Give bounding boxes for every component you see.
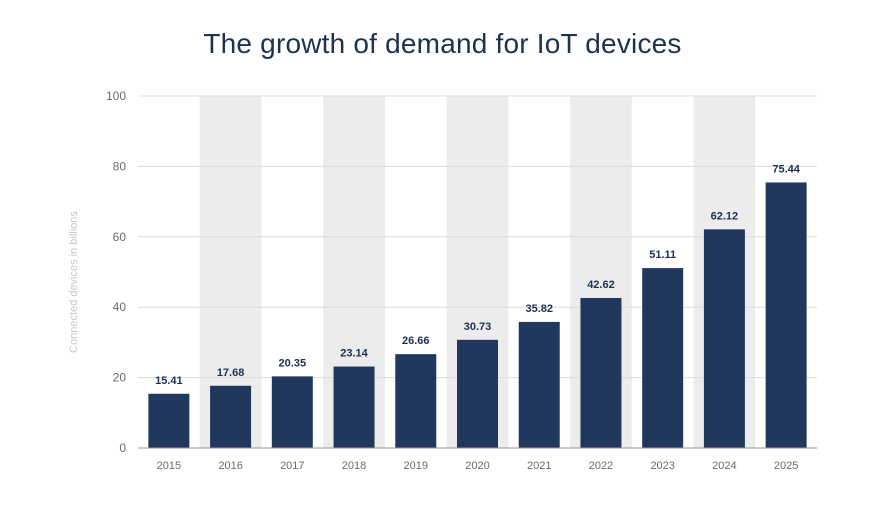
y-axis-label: Connected devices in billions	[68, 211, 80, 353]
x-tick-label: 2015	[157, 460, 181, 472]
y-tick-label: 80	[113, 159, 127, 173]
bar-value-label: 20.35	[279, 357, 307, 369]
bar	[580, 297, 622, 448]
x-tick-label: 2021	[527, 460, 551, 472]
x-tick-label: 2025	[774, 460, 798, 472]
x-axis-ticks: 2015 2016 2017 2018 2019 2020 2021 2022 2023 2024…	[157, 460, 799, 472]
bar-value-label: 26.66	[402, 335, 430, 347]
chart-title: The growth of demand for IoT devices	[203, 28, 682, 59]
x-tick-label: 2024	[712, 460, 736, 472]
gridlines	[138, 95, 817, 379]
bar	[148, 393, 190, 448]
bar	[271, 376, 313, 448]
y-tick-label: 100	[106, 89, 126, 103]
bar	[703, 229, 745, 448]
bar-value-label: 23.14	[340, 348, 368, 360]
bar	[395, 354, 437, 448]
bar	[210, 385, 252, 448]
bar	[765, 182, 807, 448]
x-tick-label: 2023	[650, 460, 674, 472]
bar-value-label: 35.82	[525, 303, 553, 315]
bar-value-label: 30.73	[464, 321, 492, 333]
y-axis-ticks: 0 20 40 60 80 100	[106, 89, 126, 455]
bar	[518, 321, 560, 448]
bar	[642, 268, 684, 448]
bar-value-label: 15.41	[155, 375, 183, 387]
x-tick-label: 2019	[404, 460, 428, 472]
x-tick-label: 2022	[589, 460, 613, 472]
bar-value-label: 51.11	[649, 249, 676, 261]
x-tick-label: 2020	[465, 460, 489, 472]
y-tick-label: 60	[113, 230, 127, 244]
bar-value-label: 42.62	[587, 279, 615, 291]
y-tick-label: 0	[119, 441, 126, 455]
x-tick-label: 2016	[218, 460, 242, 472]
bar-value-label: 62.12	[711, 210, 739, 222]
value-labels: 15.41 17.68 20.35 23.14 26.66 30.73 35.82 42.62…	[155, 163, 801, 386]
bar	[457, 339, 498, 448]
y-tick-label: 40	[113, 300, 127, 314]
bars	[148, 182, 807, 448]
bar-value-label: 75.44	[772, 163, 800, 175]
y-tick-label: 20	[113, 371, 127, 385]
x-tick-label: 2017	[280, 460, 304, 472]
bar-value-label: 17.68	[217, 367, 245, 379]
x-tick-label: 2018	[342, 460, 366, 472]
bar	[333, 366, 375, 448]
